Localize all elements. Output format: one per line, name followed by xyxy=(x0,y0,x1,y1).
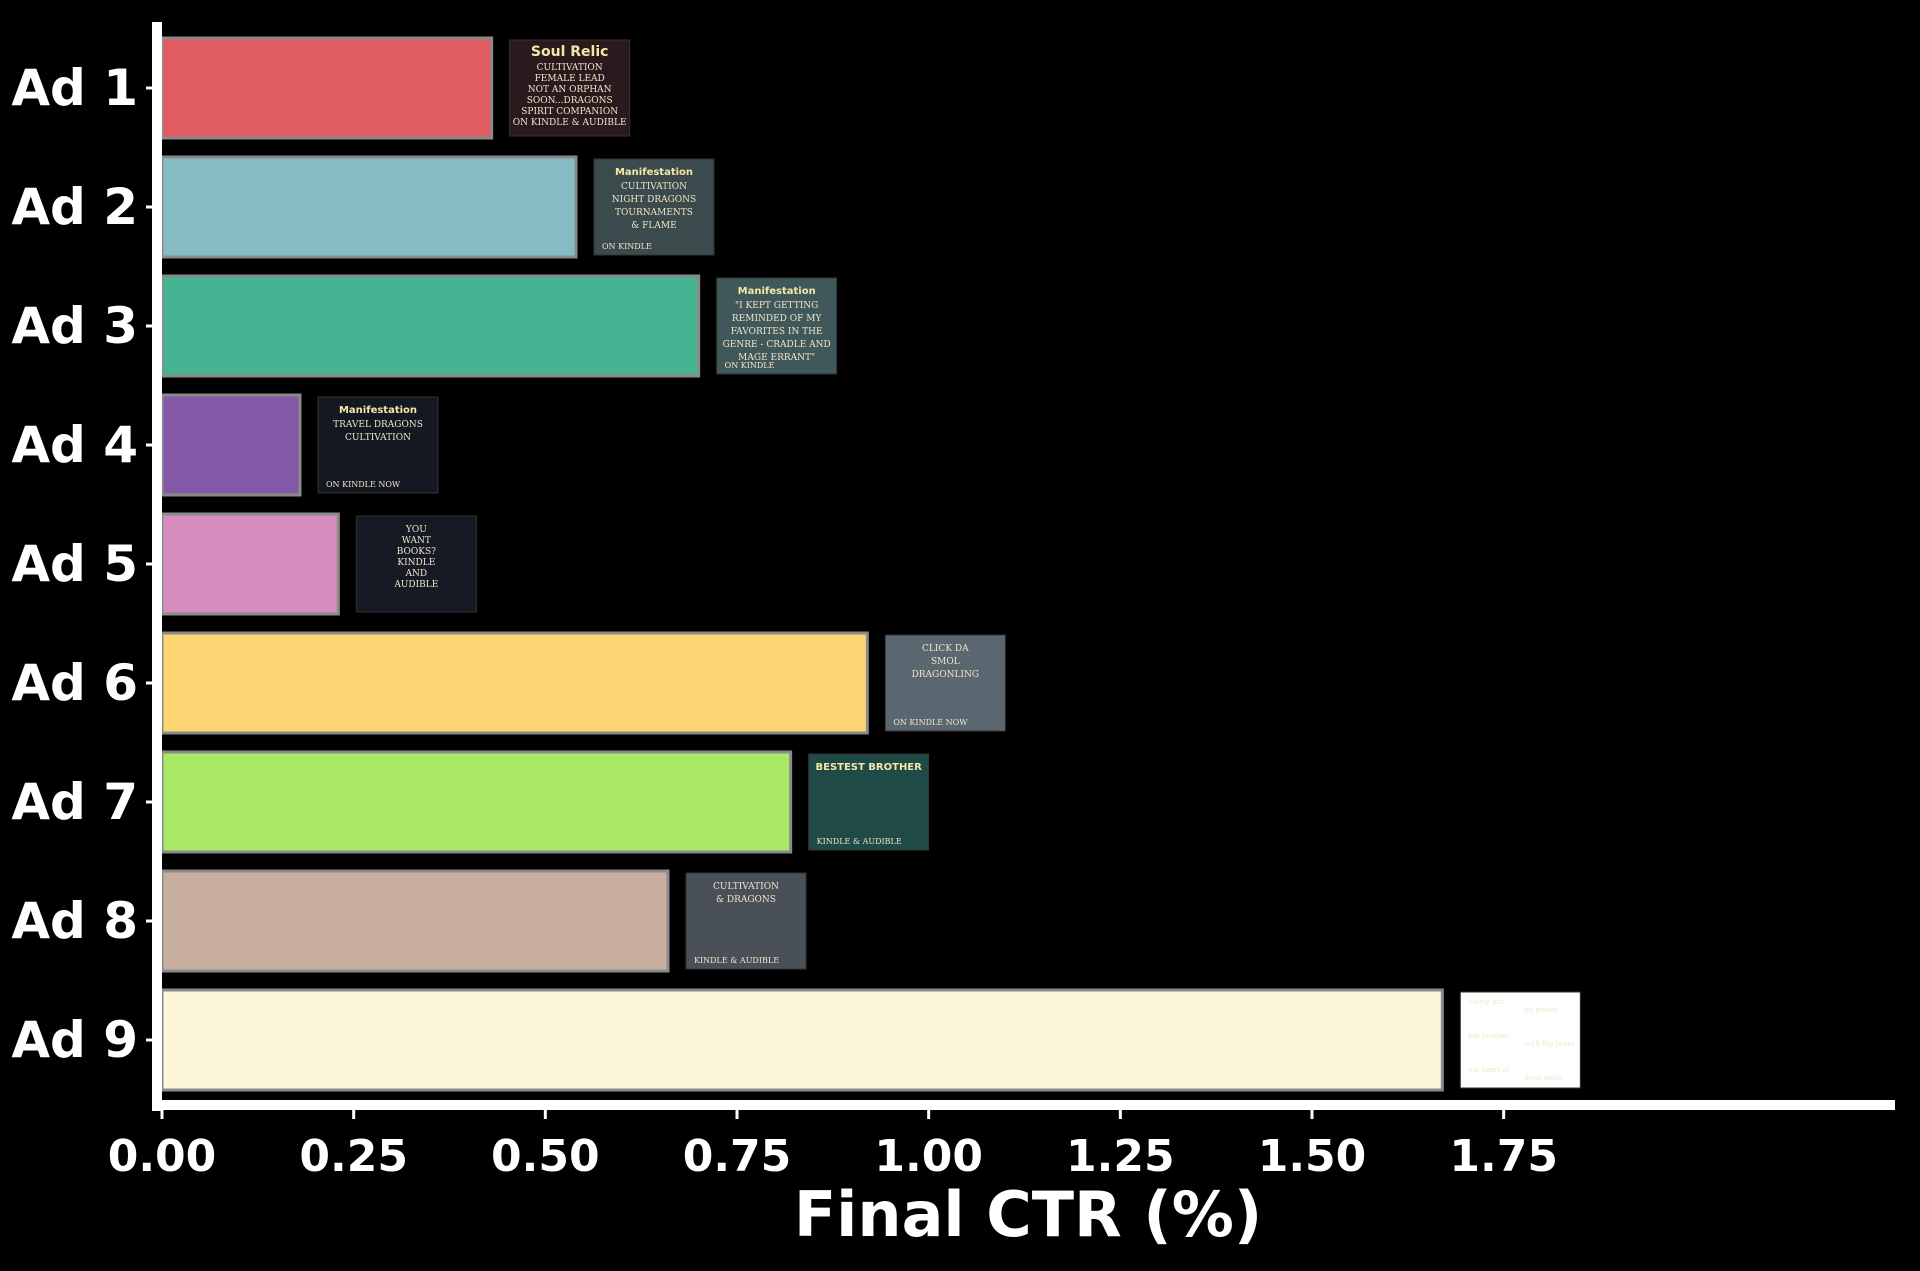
thumbnail-text: FAVORITES IN THE xyxy=(731,327,823,337)
x-tick-label: 0.50 xyxy=(491,1131,600,1182)
y-tick-label: Ad 6 xyxy=(11,654,138,712)
bar-ad-8 xyxy=(160,869,670,973)
x-tick-label: 1.00 xyxy=(874,1131,983,1182)
y-tick-label: Ad 3 xyxy=(11,297,138,355)
y-tick-label: Ad 1 xyxy=(11,59,138,117)
y-tick-label: Ad 4 xyxy=(11,416,138,474)
axes-layer xyxy=(146,22,1895,1119)
bars-layer xyxy=(160,36,1444,1092)
bar-ad-4 xyxy=(160,393,302,497)
bar-ad-2 xyxy=(160,155,578,259)
thumbnail-text: eat heart of xyxy=(1468,1066,1511,1074)
y-tick-label: Ad 5 xyxy=(11,535,138,593)
ad-thumbnail-9: lonely girl no power big brother with big b… xyxy=(1459,991,1581,1108)
thumbnail-text: NIGHT DRAGONS xyxy=(612,195,696,205)
y-tick-label: Ad 7 xyxy=(11,773,138,831)
thumbnail-text: lonely girl xyxy=(1468,998,1505,1006)
thumbnail-text: BOOKS? xyxy=(397,547,436,557)
thumbnail-text: AUDIBLE xyxy=(393,580,438,590)
thumbnail-text: DRAGONLING xyxy=(912,670,980,680)
x-tick-label: 0.00 xyxy=(108,1131,217,1182)
x-tick-label: 0.75 xyxy=(683,1131,792,1182)
bar-ad-9 xyxy=(160,988,1444,1092)
bar-ad-3 xyxy=(160,274,701,378)
y-tick-label: Ad 8 xyxy=(11,892,138,950)
thumbnail-footer: ON KINDLE NOW xyxy=(893,718,968,727)
thumbnail-text: CLICK DA xyxy=(922,644,969,654)
thumbnail-text: big brother xyxy=(1468,1032,1509,1040)
bar-ad-7 xyxy=(160,750,793,854)
y-tick-label: Ad 2 xyxy=(11,178,138,236)
x-tick-label: 1.50 xyxy=(1258,1131,1367,1182)
thumbnail-text: GENRE - CRADLE AND xyxy=(723,340,831,350)
thumbnail-title: Manifestation xyxy=(339,405,417,416)
thumbnail-title: BESTEST BROTHER xyxy=(815,762,922,773)
bar-ad-6 xyxy=(160,631,869,735)
thumbnail-text: KINDLE xyxy=(397,558,435,568)
thumbnail-text: AND xyxy=(405,569,428,579)
thumbnail-text: no power xyxy=(1524,1006,1558,1014)
bar-ad-1 xyxy=(160,36,494,140)
thumbnail-text: TOURNAMENTS xyxy=(615,208,693,218)
thumbnail-text: REMINDED OF MY xyxy=(732,314,823,324)
ad-thumbnail-6: CLICK DA SMOL DRAGONLING ON KINDLE NOW xyxy=(884,634,1006,732)
thumbnail-text: ON KINDLE & AUDIBLE xyxy=(513,118,627,128)
y-tick-label: Ad 9 xyxy=(11,1011,138,1069)
ad-thumbnail-8: CULTIVATION & DRAGONS KINDLE & AUDIBLE xyxy=(685,872,807,970)
bar-ad-5 xyxy=(160,512,340,616)
thumbnail-text: SMOL xyxy=(931,657,960,667)
thumbnail-text: CULTIVATION xyxy=(621,182,687,192)
thumbnail-text: & FLAME xyxy=(631,221,676,231)
thumbnail-text: WANT xyxy=(402,536,431,546)
thumbnail-text: YOU xyxy=(405,525,427,535)
labels-layer: Ad 1 Ad 2 Ad 3 Ad 4 Ad 5 Ad 6 Ad 7 Ad 8 Ad 9 0.00… xyxy=(11,59,1558,1182)
thumbnail-footer: KINDLE & AUDIBLE xyxy=(817,837,902,846)
thumbnail-text: MAGE ERRANT" xyxy=(738,353,815,363)
thumbnail-text: FEMALE LEAD xyxy=(535,74,605,84)
thumbnail-text: NOT AN ORPHAN xyxy=(528,85,612,95)
thumbnail-text: CULTIVATION xyxy=(537,63,603,73)
thumbnail-text: & DRAGONS xyxy=(716,895,776,905)
x-tick-label: 1.25 xyxy=(1066,1131,1175,1182)
thumbnail-text: TRAVEL DRAGONS xyxy=(333,420,423,430)
x-tick-label: 1.75 xyxy=(1449,1131,1558,1182)
ad-thumbnail-4: Manifestation TRAVEL DRAGONS CULTIVATION ON… xyxy=(317,396,439,494)
thumbnail-text: CULTIVATION xyxy=(713,882,779,892)
thumbnail-text: dead spirit xyxy=(1524,1074,1562,1082)
ad-thumbnail-3: Manifestation "I KEPT GETTING REMINDED OF … xyxy=(716,277,838,375)
thumbnail-title: Soul Relic xyxy=(531,44,609,60)
thumbnail-title: Manifestation xyxy=(615,167,693,178)
thumbnail-text: CULTIVATION xyxy=(345,433,411,443)
thumbnail-footer: ON KINDLE xyxy=(725,361,775,370)
x-tick-label: 0.25 xyxy=(299,1131,408,1182)
thumbnail-footer: ON KINDLE xyxy=(602,242,652,251)
thumbnail-title: Manifestation xyxy=(738,286,816,297)
x-axis-title: Final CTR (%) xyxy=(794,1178,1262,1251)
ad-thumbnail-2: Manifestation CULTIVATION NIGHT DRAGONS TOU… xyxy=(593,158,715,256)
thumbnail-footer: KINDLE & AUDIBLE xyxy=(694,956,779,965)
thumbnail-footer: ON KINDLE NOW xyxy=(326,480,401,489)
thumbnail-text: with big brain xyxy=(1524,1040,1574,1048)
thumbnail-text: "I KEPT GETTING xyxy=(735,301,818,311)
ad-thumbnail-7: BESTEST BROTHER KINDLE & AUDIBLE xyxy=(808,753,930,851)
thumbnail-text: SPIRIT COMPANION xyxy=(521,107,618,117)
thumbnail-text: SOON...DRAGONS xyxy=(527,96,613,106)
